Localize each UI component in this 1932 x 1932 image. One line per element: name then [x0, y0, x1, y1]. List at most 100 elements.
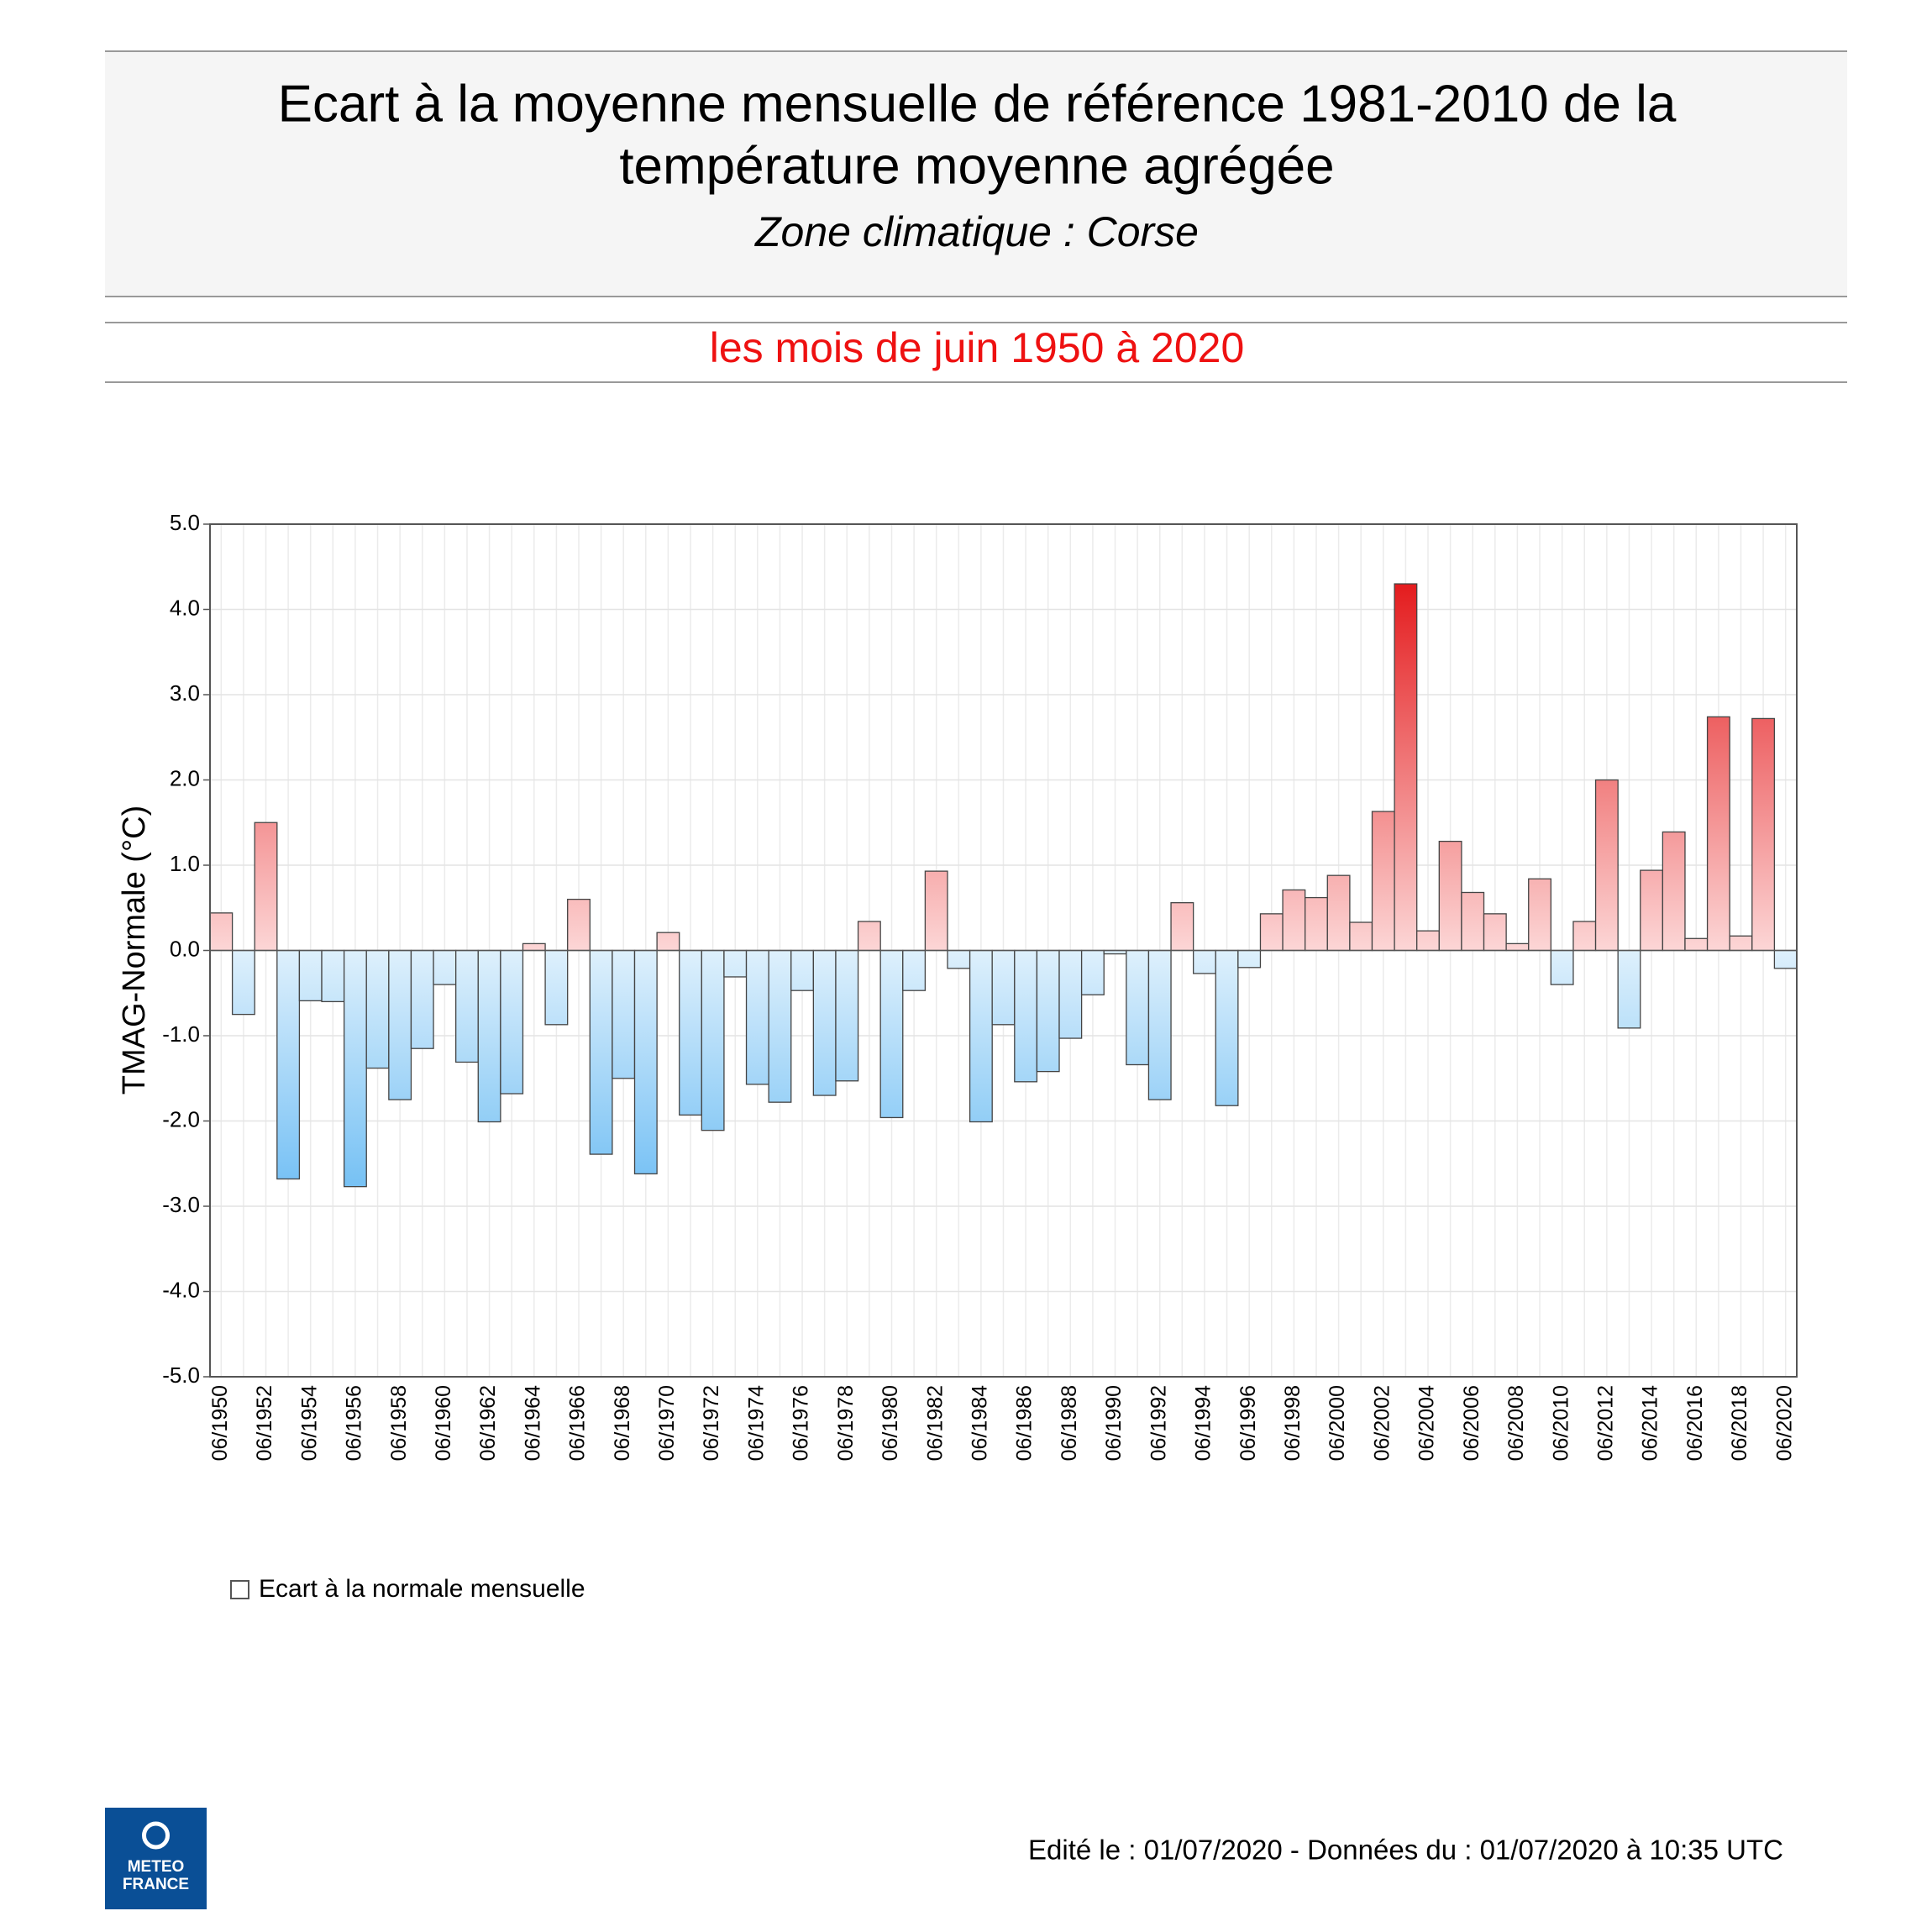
- bar: [1572, 921, 1597, 952]
- bar: [276, 949, 301, 1180]
- x-tick-label: 06/1960: [432, 1385, 455, 1461]
- bar: [790, 949, 815, 991]
- bar: [343, 949, 367, 1188]
- bar: [589, 949, 613, 1155]
- x-tick-label: 06/1974: [744, 1385, 768, 1461]
- y-tick-label: 5.0: [170, 510, 200, 535]
- bar: [477, 949, 501, 1123]
- bar: [1438, 840, 1462, 952]
- chart-subtitle: Zone climatique : Corse: [754, 208, 1199, 255]
- bar: [500, 949, 524, 1095]
- logo-icon: [142, 1821, 170, 1850]
- bar: [612, 949, 636, 1079]
- bar: [1014, 949, 1038, 1083]
- bar: [433, 949, 457, 985]
- bar: [633, 949, 658, 1175]
- x-tick-label: 06/2002: [1370, 1385, 1394, 1461]
- logo-text: FRANCE: [123, 1876, 189, 1893]
- x-tick-label: 06/1996: [1236, 1385, 1260, 1461]
- bar: [254, 822, 278, 952]
- x-tick-label: 06/1994: [1192, 1385, 1215, 1461]
- x-tick-label: 06/1980: [879, 1385, 902, 1461]
- bar: [1684, 937, 1709, 952]
- chart-title: Ecart à la moyenne mensuelle de référenc…: [278, 75, 1677, 133]
- x-tick-label: 06/2006: [1460, 1385, 1483, 1461]
- bar: [745, 949, 769, 1085]
- bar: [209, 912, 234, 952]
- plot: -5.0 -4.0 -3.0 -2.0 -1.0 0.0 1.0 2.0 3.0 4.0 5.0 06…: [162, 510, 1798, 1461]
- chart-title: température moyenne agrégée: [619, 137, 1334, 195]
- x-tick-label: 06/1976: [790, 1385, 813, 1461]
- x-tick-label: 06/1972: [700, 1385, 723, 1461]
- bar: [1729, 935, 1753, 952]
- period: les mois de juin 1950 à 2020: [710, 324, 1245, 371]
- x-tick-label: 06/1964: [521, 1385, 544, 1461]
- logo-text: METEO: [128, 1858, 185, 1876]
- x-tick-label: 06/1984: [969, 1385, 992, 1461]
- y-tick-label: -4.0: [162, 1277, 200, 1302]
- x-tick-label: 06/2018: [1728, 1385, 1751, 1461]
- footer: Edité le : 01/07/2020 - Données du : 01/…: [1028, 1835, 1783, 1866]
- bar: [1773, 949, 1798, 969]
- x-tick-label: 06/1978: [834, 1385, 858, 1461]
- x-tick-label: 06/2016: [1683, 1385, 1707, 1461]
- bar: [723, 949, 748, 978]
- bar: [1461, 891, 1485, 952]
- bar: [231, 949, 255, 1016]
- bar: [1751, 717, 1776, 952]
- x-tick-label: 06/1956: [343, 1385, 366, 1461]
- bar: [1617, 949, 1641, 1029]
- bar: [1192, 949, 1216, 974]
- bar: [388, 949, 412, 1100]
- x-tick-label: 06/1982: [923, 1385, 947, 1461]
- bar: [567, 898, 591, 952]
- bar: [1483, 913, 1507, 952]
- bar: [1371, 811, 1395, 952]
- bar: [321, 949, 345, 1003]
- y-tick-label: -1.0: [162, 1021, 200, 1047]
- x-tick-label: 06/1968: [611, 1385, 634, 1461]
- x-tick-label: 06/2012: [1593, 1385, 1617, 1461]
- x-tick-label: 06/1954: [297, 1385, 321, 1461]
- plot-frame: [209, 523, 1798, 1378]
- bar: [857, 921, 881, 952]
- y-tick-label: -2.0: [162, 1106, 200, 1131]
- bar: [1036, 949, 1060, 1073]
- bar: [768, 949, 792, 1103]
- bar: [947, 949, 971, 969]
- bar: [835, 949, 859, 1082]
- bar: [991, 949, 1016, 1026]
- bar: [1058, 949, 1083, 1039]
- bar: [522, 942, 546, 952]
- bar: [1080, 949, 1105, 995]
- x-tick-label: 06/1962: [476, 1385, 500, 1461]
- bar: [1282, 889, 1306, 952]
- legend-swatch: [230, 1580, 249, 1599]
- bar: [1349, 921, 1373, 952]
- bar: [1550, 949, 1574, 985]
- bar: [812, 949, 837, 1096]
- bar: [902, 949, 927, 991]
- y-tick-label: 0.0: [170, 936, 200, 961]
- bar: [679, 949, 702, 1116]
- y-tick-label: 4.0: [170, 595, 200, 620]
- x-tick-label: 06/2008: [1504, 1385, 1528, 1461]
- bar: [1170, 902, 1194, 952]
- bar: [1147, 949, 1172, 1100]
- x-tick-label: 06/1998: [1281, 1385, 1305, 1461]
- bar: [1126, 949, 1150, 1066]
- y-tick-label: 1.0: [170, 851, 200, 876]
- bar: [455, 949, 479, 1063]
- bar: [1215, 949, 1239, 1106]
- x-tick-label: 06/2004: [1415, 1385, 1439, 1461]
- x-tick-label: 06/1970: [655, 1385, 679, 1461]
- bar: [879, 949, 904, 1119]
- x-tick-label: 06/1958: [387, 1385, 411, 1461]
- bar: [365, 949, 390, 1069]
- x-tick-label: 06/2014: [1639, 1385, 1662, 1461]
- bar: [1528, 878, 1551, 952]
- bar: [1505, 942, 1530, 952]
- x-tick-label: 06/1950: [208, 1385, 232, 1461]
- x-tick-label: 06/2020: [1772, 1385, 1796, 1461]
